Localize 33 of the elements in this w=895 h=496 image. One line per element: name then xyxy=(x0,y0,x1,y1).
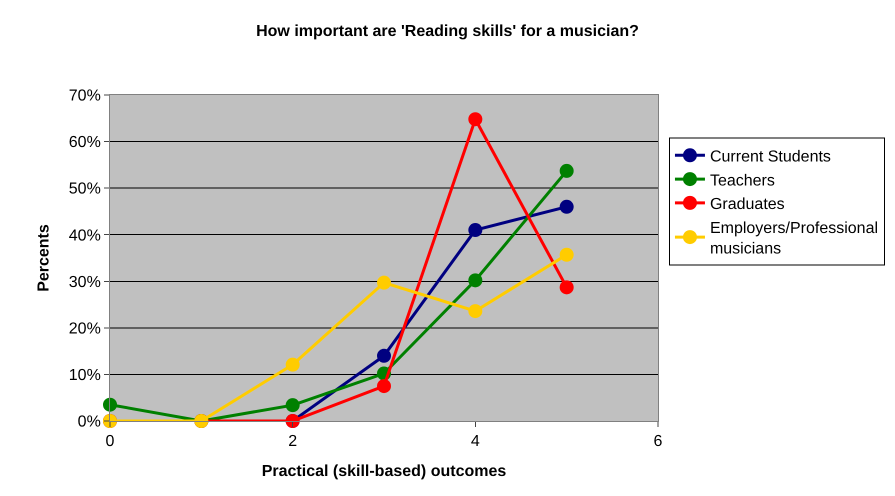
y-tick-label: 10% xyxy=(68,367,101,384)
point xyxy=(560,280,574,294)
y-tick-label: 30% xyxy=(68,274,101,291)
legend-label: Employers/Professional musicians xyxy=(710,220,878,258)
y-tick-label: 70% xyxy=(68,88,101,105)
x-tick-label: 4 xyxy=(470,433,480,450)
point xyxy=(377,379,391,394)
point xyxy=(468,112,482,126)
x-tick-label: 2 xyxy=(288,433,298,450)
point xyxy=(468,273,482,288)
y-tick-label: 0% xyxy=(78,414,101,431)
x-tick-label: 6 xyxy=(654,433,663,450)
point xyxy=(468,223,482,238)
point xyxy=(560,164,574,178)
legend-label: Teachers xyxy=(710,172,775,190)
point xyxy=(468,304,482,318)
point xyxy=(286,358,300,372)
point xyxy=(377,348,391,363)
point xyxy=(377,276,391,290)
y-axis-title: Percents xyxy=(36,224,53,292)
y-tick-label: 40% xyxy=(68,227,101,244)
x-axis-title: Practical (skill-based) outcomes xyxy=(262,462,506,480)
legend-label: Graduates xyxy=(710,196,785,214)
point xyxy=(560,200,574,214)
x-tick-label: 0 xyxy=(106,433,115,450)
y-tick-label: 20% xyxy=(68,320,101,338)
legend-label: Current Students xyxy=(710,148,831,166)
point xyxy=(103,398,117,412)
y-tick-label: 50% xyxy=(68,180,101,198)
chart-title: How important are 'Reading skills' for a musician? xyxy=(256,23,639,40)
point xyxy=(286,398,300,412)
y-tick-label: 60% xyxy=(68,134,101,152)
point xyxy=(560,248,574,262)
